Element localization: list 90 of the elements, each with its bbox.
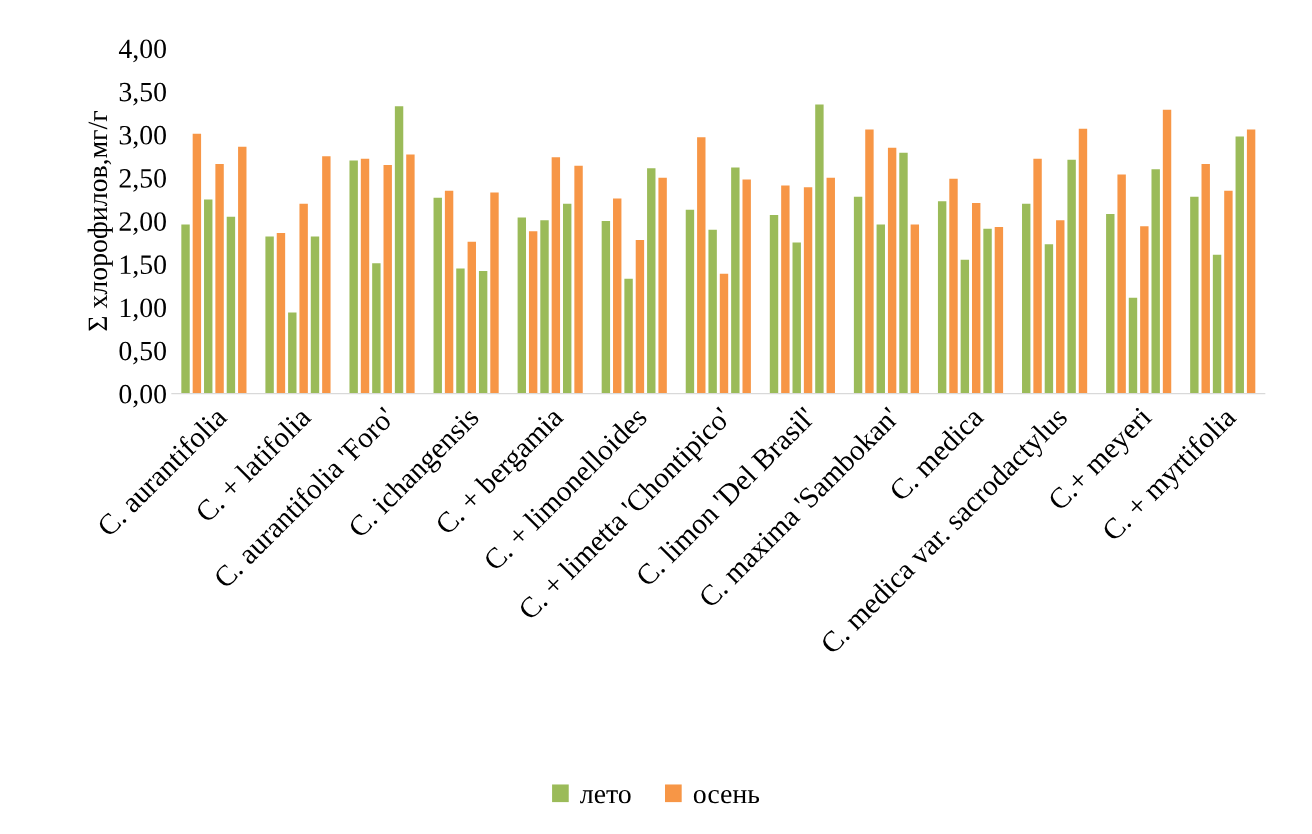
bar (815, 104, 824, 394)
bar (647, 168, 656, 394)
bar (1056, 220, 1065, 394)
bar (574, 165, 583, 394)
bar (742, 179, 751, 394)
bar (1224, 190, 1233, 394)
bar (719, 273, 729, 394)
bar (994, 227, 1004, 394)
bar (769, 214, 779, 394)
bar (983, 228, 992, 394)
bar (949, 178, 958, 394)
bar (1128, 297, 1138, 394)
bar (528, 231, 538, 394)
bar (1078, 128, 1088, 394)
bar (1117, 174, 1126, 394)
bar (876, 224, 885, 394)
bar (181, 224, 190, 394)
bar (394, 106, 404, 394)
bar (540, 220, 549, 394)
bar (1162, 109, 1172, 394)
bar (467, 241, 476, 394)
legend-label: лето (580, 789, 631, 804)
bar (731, 167, 740, 394)
bar (1246, 129, 1256, 394)
y-tick-label: 0,00 (119, 384, 166, 408)
y-tick-label: 3,00 (119, 125, 166, 149)
bar (265, 236, 274, 394)
bar (551, 157, 561, 394)
bar (685, 209, 695, 394)
legend-label: осень (693, 789, 760, 804)
bar (960, 259, 970, 394)
bar (972, 202, 981, 394)
bar (349, 160, 358, 394)
bar (478, 271, 488, 394)
y-tick-label: 4,00 (118, 39, 166, 63)
bar (1201, 164, 1210, 394)
bar (613, 198, 622, 394)
bar (490, 192, 499, 394)
bar (887, 147, 897, 394)
bar (360, 158, 370, 394)
bar (322, 156, 331, 394)
y-tick-label: 2,00 (119, 212, 166, 235)
bar (192, 133, 202, 394)
bar (658, 177, 667, 394)
bar (226, 216, 236, 394)
bar (1151, 169, 1160, 394)
bar (299, 203, 308, 394)
bar (899, 152, 908, 394)
bar (781, 185, 790, 394)
bar (792, 242, 801, 394)
bar (372, 263, 381, 394)
y-tick-label: 0,50 (119, 341, 166, 365)
bar (215, 164, 224, 394)
bar (1190, 196, 1199, 394)
bar (444, 190, 454, 394)
bar (1067, 159, 1076, 394)
bar (1022, 203, 1031, 394)
bar (433, 197, 442, 394)
y-tick-label: 1,00 (120, 298, 166, 322)
bar (624, 278, 633, 394)
bar (826, 177, 835, 394)
bar (1235, 136, 1244, 394)
bar (310, 236, 320, 394)
bar (456, 268, 465, 394)
bar (853, 196, 863, 394)
bar (1212, 254, 1222, 394)
bar (910, 224, 920, 394)
bar (635, 240, 645, 394)
bar (383, 164, 392, 394)
bar (517, 217, 527, 394)
bar (708, 229, 717, 394)
bar (865, 129, 874, 394)
bar (238, 146, 247, 394)
y-axis-title: Σ хлорофилов,мг/г (87, 111, 113, 331)
bar (1106, 214, 1115, 394)
bar (937, 201, 947, 394)
bar (406, 154, 415, 394)
bar (288, 312, 297, 394)
bar (1033, 158, 1042, 394)
y-tick-label: 3,50 (119, 82, 166, 106)
bar (204, 199, 213, 394)
bar (1140, 226, 1149, 394)
bar (1044, 244, 1054, 394)
y-tick-label: 1,50 (120, 255, 166, 279)
bar (276, 233, 286, 394)
y-tick-label: 2,50 (119, 169, 166, 192)
bar (803, 187, 813, 394)
bar (601, 221, 611, 394)
bar (697, 137, 706, 394)
bar (563, 203, 572, 394)
